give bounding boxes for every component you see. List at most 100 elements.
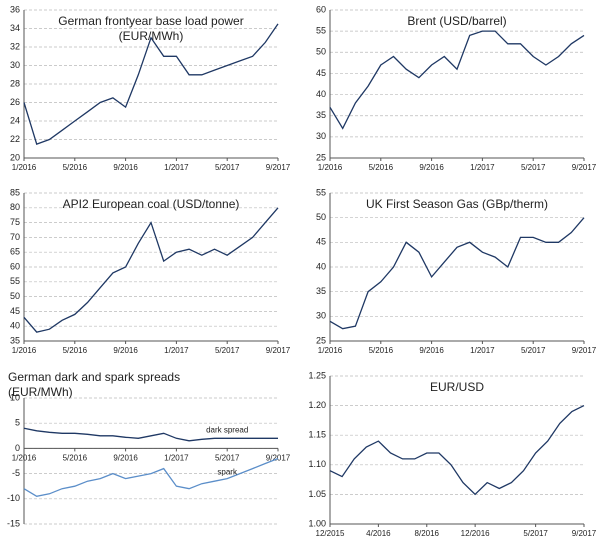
x-tick-label: 5/2016 xyxy=(63,454,88,463)
y-tick-label: 50 xyxy=(316,47,326,57)
y-tick-label: 55 xyxy=(10,276,20,286)
line-series xyxy=(329,405,585,496)
x-tick-label: 5/2016 xyxy=(369,163,394,172)
x-tick-label: 8/2016 xyxy=(415,529,440,538)
y-tick-label: 10 xyxy=(10,392,20,402)
y-tick-label: 65 xyxy=(10,247,20,257)
y-tick-label: 1.15 xyxy=(308,430,326,440)
x-tick-label: 4/2016 xyxy=(366,529,391,538)
x-tick-label: 5/2017 xyxy=(521,163,546,172)
x-tick-label: 1/2017 xyxy=(470,163,495,172)
x-tick-label: 5/2016 xyxy=(63,163,88,172)
chart-title: UK First Season Gas (GBp/therm) xyxy=(366,197,548,211)
y-tick-label: 35 xyxy=(316,110,326,120)
chart-title: API2 European coal (USD/tonne) xyxy=(63,197,240,211)
x-tick-label: 1/2016 xyxy=(12,163,37,172)
y-tick-label: 20 xyxy=(10,152,20,162)
y-tick-label: 1.20 xyxy=(308,400,326,410)
y-tick-label: -15 xyxy=(7,518,20,528)
series-label: spark xyxy=(217,468,238,477)
y-tick-label: 60 xyxy=(316,4,326,14)
x-tick-label: 1/2016 xyxy=(12,346,37,355)
x-tick-label: 9/2017 xyxy=(572,346,597,355)
chart-title: German dark and spark spreads xyxy=(8,370,180,384)
y-tick-label: 30 xyxy=(316,131,326,141)
x-tick-label: 1/2016 xyxy=(318,346,343,355)
line-series xyxy=(23,207,279,333)
x-tick-label: 1/2016 xyxy=(12,454,37,463)
x-tick-label: 5/2017 xyxy=(521,346,546,355)
y-tick-label: 45 xyxy=(10,306,20,316)
y-tick-label: -10 xyxy=(7,493,20,503)
y-tick-label: 30 xyxy=(316,311,326,321)
x-tick-label: 9/2017 xyxy=(266,454,291,463)
line-series xyxy=(23,427,278,442)
x-tick-label: 9/2016 xyxy=(419,346,444,355)
x-tick-label: 9/2017 xyxy=(266,346,291,355)
x-tick-label: 9/2016 xyxy=(113,163,138,172)
x-tick-label: 1/2017 xyxy=(164,346,189,355)
y-tick-label: 35 xyxy=(10,335,20,345)
x-tick-label: 12/2015 xyxy=(316,529,345,538)
x-tick-label: 1/2017 xyxy=(470,346,495,355)
y-tick-label: 70 xyxy=(10,232,20,242)
line-series xyxy=(329,217,585,330)
x-tick-label: 1/2016 xyxy=(318,163,343,172)
y-tick-label: 1.05 xyxy=(308,489,326,499)
x-tick-label: 9/2016 xyxy=(113,346,138,355)
y-tick-label: 22 xyxy=(10,134,20,144)
line-series xyxy=(23,457,279,497)
y-tick-label: 55 xyxy=(316,26,326,36)
y-tick-label: 45 xyxy=(316,68,326,78)
chart-subtitle: (EUR/MWh) xyxy=(119,29,184,43)
x-tick-label: 12/2016 xyxy=(461,529,490,538)
y-tick-label: 1.25 xyxy=(308,370,326,380)
y-tick-label: 40 xyxy=(316,261,326,271)
x-tick-label: 5/2017 xyxy=(215,346,240,355)
y-tick-label: 5 xyxy=(15,418,20,428)
y-tick-label: 1.10 xyxy=(308,459,326,469)
y-tick-label: 25 xyxy=(316,152,326,162)
y-tick-label: 28 xyxy=(10,78,20,88)
x-tick-label: 5/2016 xyxy=(369,346,394,355)
y-tick-label: 85 xyxy=(10,187,20,197)
y-tick-label: 50 xyxy=(10,291,20,301)
y-tick-label: -5 xyxy=(12,468,20,478)
line-series xyxy=(23,23,279,145)
y-tick-label: 0 xyxy=(15,443,20,453)
x-tick-label: 9/2016 xyxy=(113,454,138,463)
chart-title: German frontyear base load power xyxy=(58,14,243,28)
x-tick-label: 5/2017 xyxy=(215,454,240,463)
y-tick-label: 30 xyxy=(10,60,20,70)
x-tick-label: 1/2017 xyxy=(164,454,189,463)
y-tick-label: 45 xyxy=(316,237,326,247)
y-tick-label: 25 xyxy=(316,335,326,345)
chart-title: EUR/USD xyxy=(430,380,484,394)
x-tick-label: 9/2017 xyxy=(572,163,597,172)
y-tick-label: 32 xyxy=(10,41,20,51)
y-tick-label: 35 xyxy=(316,286,326,296)
y-tick-label: 55 xyxy=(316,187,326,197)
y-tick-label: 50 xyxy=(316,212,326,222)
y-tick-label: 26 xyxy=(10,97,20,107)
x-tick-label: 5/2017 xyxy=(523,529,548,538)
y-tick-label: 40 xyxy=(316,89,326,99)
series-label: dark spread xyxy=(206,425,248,434)
x-tick-label: 9/2016 xyxy=(419,163,444,172)
y-tick-label: 34 xyxy=(10,23,20,33)
chart-title: Brent (USD/barrel) xyxy=(407,14,506,28)
y-tick-label: 40 xyxy=(10,321,20,331)
x-tick-label: 1/2017 xyxy=(164,163,189,172)
y-tick-label: 1.00 xyxy=(308,518,326,528)
y-tick-label: 24 xyxy=(10,115,20,125)
y-tick-label: 80 xyxy=(10,202,20,212)
y-tick-label: 60 xyxy=(10,261,20,271)
x-tick-label: 5/2017 xyxy=(215,163,240,172)
y-tick-label: 36 xyxy=(10,4,20,14)
y-tick-label: 75 xyxy=(10,217,20,227)
x-tick-label: 9/2017 xyxy=(266,163,291,172)
x-tick-label: 5/2016 xyxy=(63,346,88,355)
chart-subtitle: (EUR/MWh) xyxy=(8,385,73,399)
line-series xyxy=(329,30,585,130)
